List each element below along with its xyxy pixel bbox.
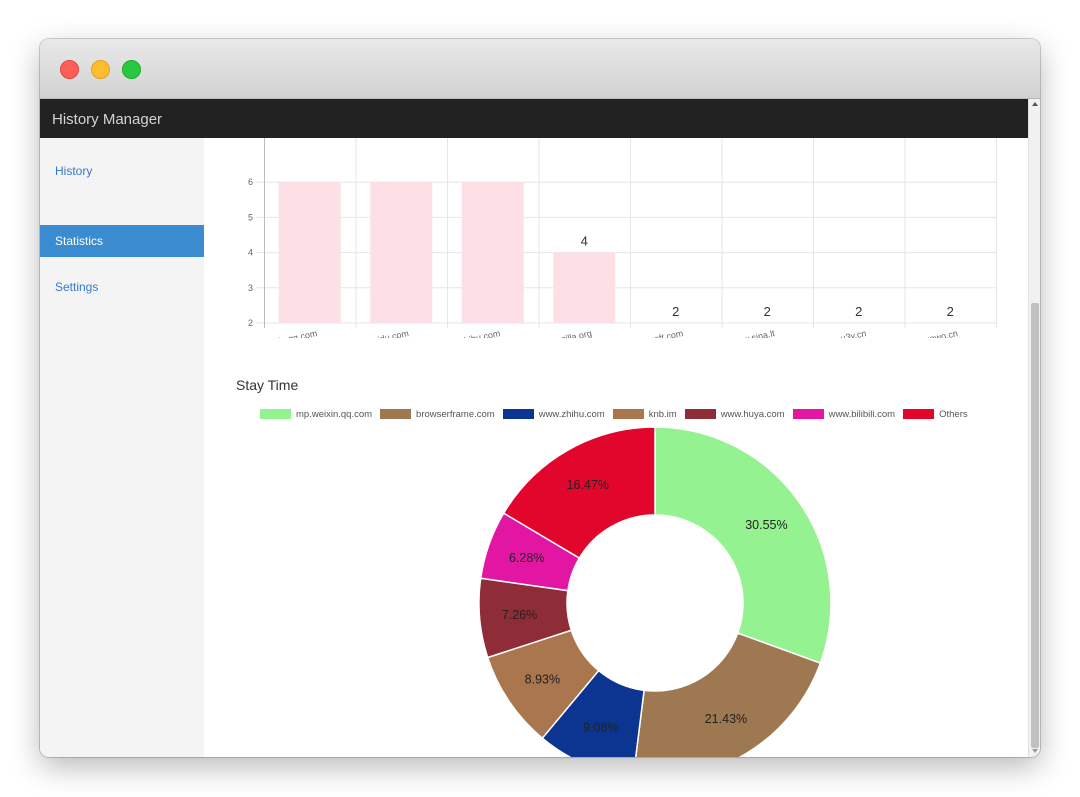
app-header: History Manager [40,99,1028,138]
scroll-down-arrow-icon[interactable] [1032,749,1038,753]
bar-value-label: 2 [855,304,862,319]
sidebar-item-statistics[interactable]: Statistics [40,225,204,257]
scroll-thumb[interactable] [1031,303,1039,748]
legend-item[interactable]: www.huya.com [684,408,785,420]
y-tick-label: 3 [248,283,253,293]
y-tick-label: 6 [248,177,253,187]
legend-item[interactable]: browserframe.com [380,409,495,420]
legend-item[interactable]: Others [903,409,968,420]
scroll-up-arrow-icon[interactable] [1032,102,1038,106]
legend-label: mp.weixin.qq.com [296,408,373,420]
sidebar-item-label: History [55,164,93,178]
legend-item[interactable]: knb.im [612,408,677,420]
legend-swatch [684,409,716,419]
vertical-scrollbar[interactable] [1028,99,1040,757]
bar-value-label: 2 [947,304,954,319]
donut-slice[interactable] [654,426,832,665]
stay-time-legend: mp.weixin.qq.com browserframe.com www.zhih… [260,407,976,421]
close-window-button[interactable] [60,60,79,79]
visits-bar[interactable] [370,182,433,323]
minimize-window-button[interactable] [91,60,110,79]
legend-swatch [380,409,412,419]
donut-slice[interactable] [633,632,822,757]
statistics-panel: 2 3 4 5 6 mp.weixin.qq.com www.baidu.com www.zh… [204,138,1028,757]
legend-item[interactable]: mp.weixin.qq.com [260,409,372,420]
y-tick-label: 5 [248,212,253,222]
x-tick-label: www.zhihu.com [437,328,501,338]
legend-swatch [612,409,644,419]
visits-bar[interactable] [278,182,341,323]
app-window: History Manager History Statistics Setti… [40,39,1040,757]
donut-slice[interactable] [502,426,656,560]
sidebar-item-label: Settings [55,280,99,294]
legend-swatch [502,409,534,419]
legend-swatch [792,409,824,419]
stay-time-title: Stay Time [236,377,299,393]
sidebar-item-history[interactable]: History [40,155,204,187]
legend-label: www.huya.com [720,408,785,420]
sidebar: History Statistics Settings [40,138,204,757]
legend-label: knb.im [648,408,677,420]
legend-item[interactable]: www.zhihu.com [502,408,605,420]
x-tick-label: mp.weixin.qq.com [246,328,319,338]
app-title: History Manager [52,111,163,128]
x-tick-label: home.suowo.cn [895,328,959,338]
sidebar-item-label: Statistics [55,234,104,248]
x-tick-label: www.mozilla.org [526,328,593,338]
y-tick-label: 4 [248,248,253,258]
x-tick-label: u3v.cn [840,328,867,338]
bar-value-label: 2 [672,304,679,319]
zoom-window-button[interactable] [122,60,141,79]
legend-label: Others [939,408,968,420]
legend-label: www.zhihu.com [538,408,605,420]
sidebar-item-settings[interactable]: Settings [40,271,204,303]
legend-swatch [903,409,935,419]
x-tick-label: www.sina.lt [729,328,777,338]
legend-swatch [260,409,291,419]
bar-value-label: 4 [581,234,588,249]
x-tick-label: www.baidu.com [345,328,410,338]
bar-value-label: 2 [764,304,771,319]
legend-item[interactable]: www.bilibili.com [792,408,896,420]
legend-label: www.bilibili.com [828,408,896,420]
y-tick-label: 2 [248,318,253,328]
legend-label: browserframe.com [416,408,495,420]
visits-bar[interactable] [553,252,616,323]
window-titlebar [40,39,1040,99]
visits-bar-chart: 2 3 4 5 6 mp.weixin.qq.com www.baidu.com www.zh… [246,138,997,338]
visits-bar[interactable] [461,182,524,323]
x-tick-label: www.microsoft.com [605,328,684,338]
